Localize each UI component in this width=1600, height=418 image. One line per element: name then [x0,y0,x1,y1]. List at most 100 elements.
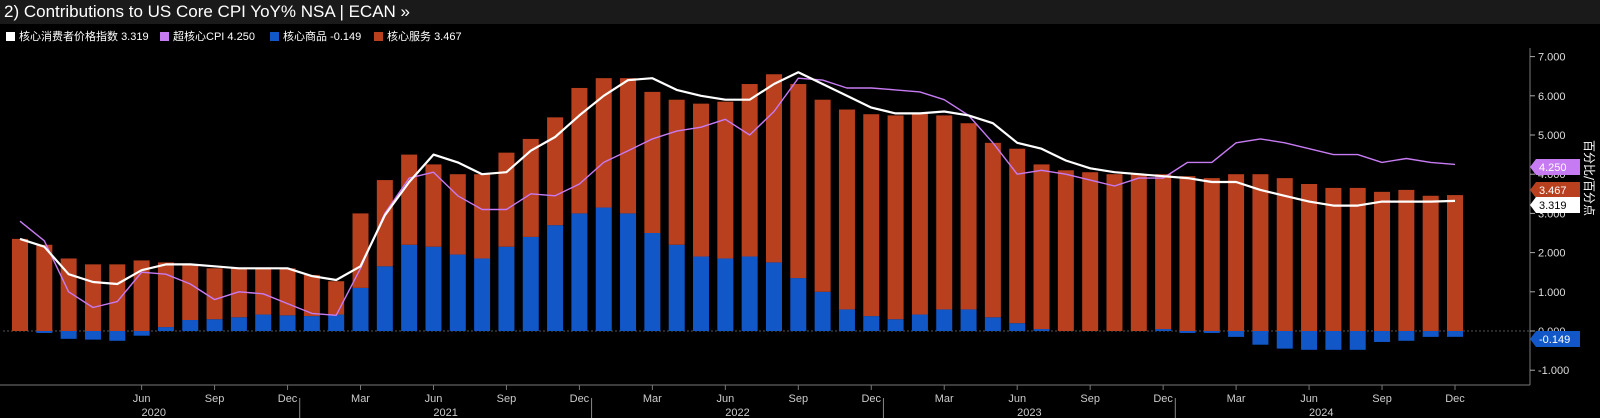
bar-core-goods [1325,331,1342,350]
bar-core-goods [255,314,272,331]
x-month-label: Dec [570,393,590,405]
bar-core-goods [1033,329,1050,331]
legend-swatch [160,32,169,41]
value-tag: 3.467 [1530,182,1580,198]
legend-item-core-cpi: 核心消费者价格指数 3.319 [6,28,149,44]
bar-core-goods [84,331,101,340]
bar-core-goods [498,246,515,331]
bar-core-goods [1374,331,1391,342]
bar-core-services [620,78,637,214]
bar-core-services [498,152,515,247]
y-tick-label: 1.000 [1538,287,1566,299]
bar-core-goods [352,287,369,331]
value-tag-text: 3.319 [1539,200,1567,212]
bar-core-goods [328,314,345,331]
y-axis-label: 百分比/百分点 [1582,140,1596,216]
bar-core-services [425,164,442,247]
legend-value: -0.149 [330,31,362,43]
x-year-label: 2023 [1017,407,1041,418]
value-tag-bg [1530,331,1580,347]
bar-core-services [401,154,418,245]
x-month-label: Sep [497,393,517,405]
bar-core-goods [936,309,953,331]
bar-core-services [1301,184,1318,331]
legend-item-core-services: 核心服务 3.467 [374,28,462,44]
bar-core-goods [693,256,710,331]
bar-core-goods [60,331,77,339]
bar-core-goods [911,314,928,331]
x-month-label: Jun [133,393,151,405]
legend-value: 3.467 [434,31,462,43]
bar-core-goods [1447,331,1463,337]
x-month-label: Jun [716,393,734,405]
bar-core-goods [1349,331,1366,350]
bar-core-services [1374,191,1391,331]
bar-core-goods [182,320,199,331]
bar-core-goods [376,266,393,331]
bar-core-services [36,244,53,331]
legend-label: 核心消费者价格指数 [19,31,118,43]
bar-core-services [1155,174,1172,330]
x-month-label: Dec [861,393,881,405]
bar-core-services [790,84,807,279]
bar-core-services [911,112,928,315]
bar-core-goods [474,258,491,331]
bar-core-services [1422,195,1439,331]
bar-core-goods [984,317,1001,331]
bar-core-services [571,87,588,214]
bar-core-services [1203,178,1220,331]
bar-core-services [1033,164,1050,330]
value-tags: 4.250 3.467 3.319 -0.149 [1530,159,1580,347]
lines [19,71,1456,316]
bar-core-services [1106,174,1123,331]
bar-core-goods [1228,331,1245,337]
x-month-label: Jun [1008,393,1026,405]
bar-core-services [376,180,393,267]
bar-core-services [522,138,539,237]
bar-core-goods [717,258,734,331]
value-tag-bg [1530,159,1580,175]
value-tag-text: 3.467 [1539,185,1567,197]
y-tick-label: 5.000 [1538,130,1566,142]
bar-core-services [449,174,466,255]
bar-core-services [279,268,296,316]
legend-item-supercore-cpi: 超核心CPI 4.250 [160,28,255,44]
x-axis: Jun Sep Dec Mar Jun Sep Dec Mar Jun Sep Dec Mar Jun S… [133,385,1465,418]
bar-core-services [1179,176,1196,331]
bar-core-services [206,268,223,320]
bar-core-goods [36,331,53,333]
bar-core-services [595,78,612,208]
legend-label: 核心服务 [387,31,431,43]
bar-core-goods [1422,331,1439,337]
legend-swatch [270,32,279,41]
bar-core-services [1082,172,1099,331]
bar-core-goods [1252,331,1269,345]
x-year-label: 2020 [142,407,166,418]
bar-core-services [109,264,126,331]
bar-core-services [255,267,272,315]
bar-core-goods [1276,331,1293,349]
bar-core-services [1130,174,1147,331]
value-tag-text: -0.149 [1539,334,1570,346]
bar-core-services [474,174,491,259]
bar-core-services [1228,174,1245,331]
bar-core-services [1398,189,1415,331]
bar-core-goods [401,244,418,331]
legend-swatch [6,32,15,41]
bar-core-goods [303,316,320,331]
bar-core-goods [571,213,588,331]
bar-core-services [182,265,199,321]
line-supercore-cpi [19,77,1456,316]
bar-core-services [984,142,1001,318]
bar-core-goods [668,244,685,331]
bar-core-goods [157,327,174,331]
x-month-label: Dec [278,393,298,405]
legend: 核心消费者价格指数 3.319 超核心CPI 4.250 核心商品 -0.149… [0,25,1600,45]
bar-core-goods [960,309,977,331]
bar-core-goods [1009,323,1026,331]
bar-core-goods [595,207,612,331]
bar-core-services [960,123,977,310]
bar-core-services [693,103,710,257]
x-year-label: 2021 [433,407,457,418]
